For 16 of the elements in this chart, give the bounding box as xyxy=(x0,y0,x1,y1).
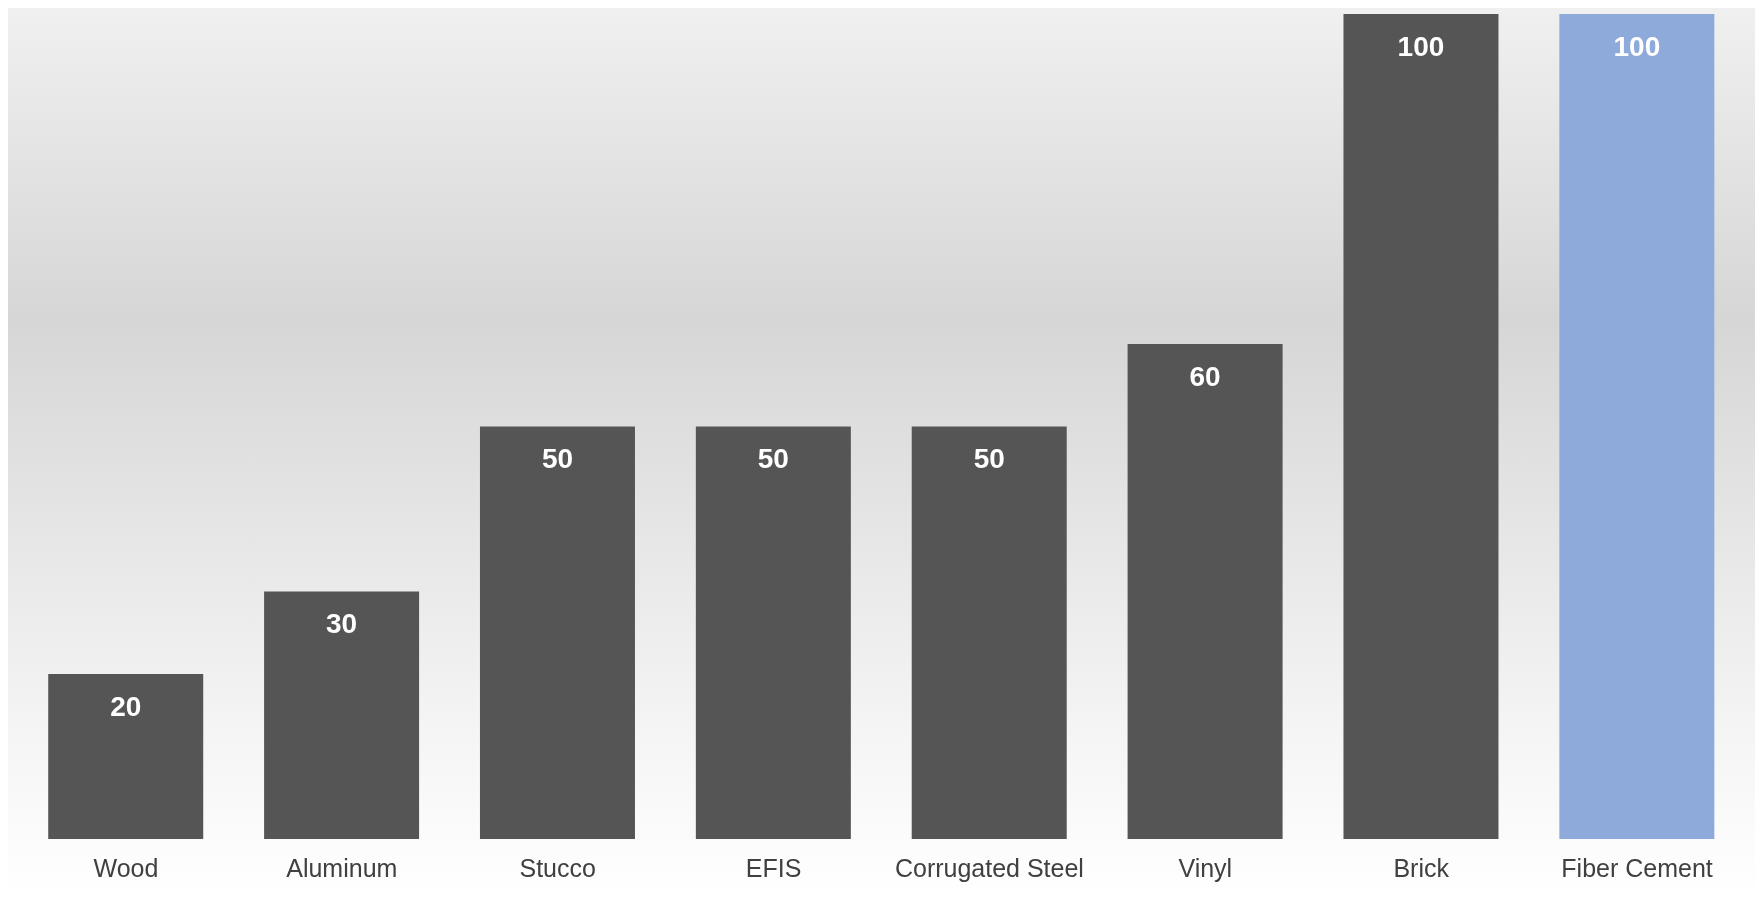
data-label: 100 xyxy=(1613,30,1661,62)
data-label: 50 xyxy=(973,443,1005,475)
x-tick-label: Brick xyxy=(1393,853,1450,882)
data-label: 50 xyxy=(541,443,574,475)
data-label: 20 xyxy=(110,690,142,722)
x-tick-label: Fiber Cement xyxy=(1561,853,1713,882)
x-tick-label: EFIS xyxy=(745,853,802,882)
x-tick-label: Vinyl xyxy=(1178,853,1233,882)
data-label: 30 xyxy=(326,608,358,640)
x-tick-label: Aluminum xyxy=(286,853,398,882)
data-label: 50 xyxy=(757,443,789,475)
x-tick-label: Corrugated Steel xyxy=(894,853,1084,882)
x-tick-label: Stucco xyxy=(519,853,596,882)
data-label: 100 xyxy=(1397,30,1445,62)
x-tick-label: Wood xyxy=(93,853,159,882)
data-label: 60 xyxy=(1189,360,1221,392)
